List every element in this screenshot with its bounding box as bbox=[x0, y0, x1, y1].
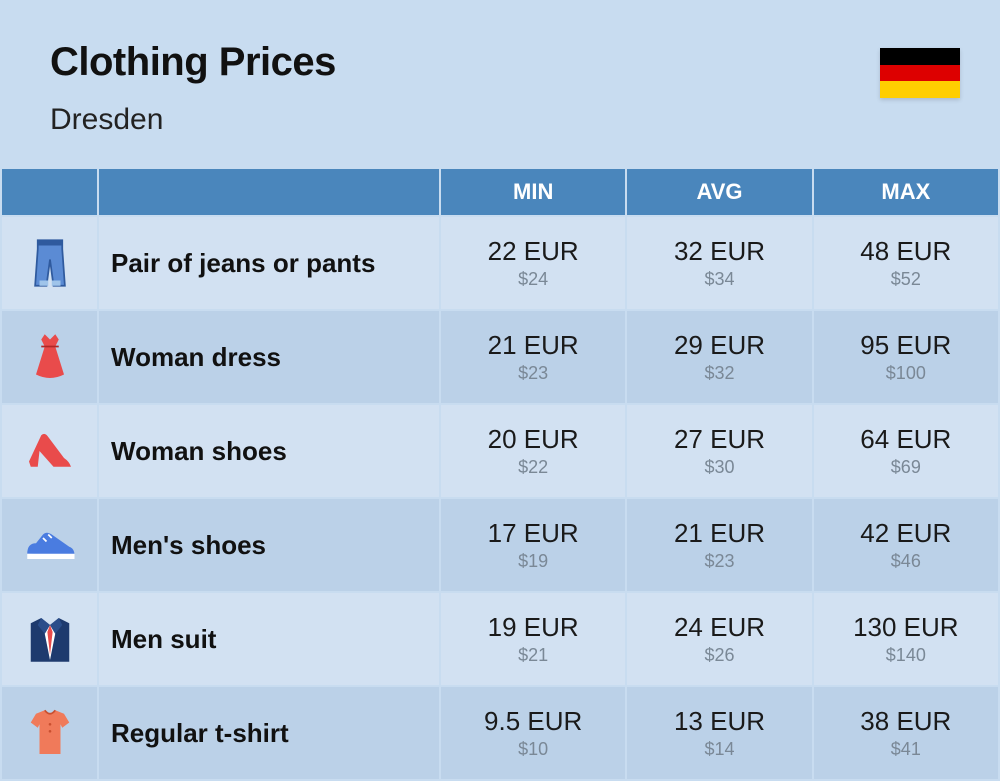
price-cell: 9.5 EUR$10 bbox=[441, 687, 625, 779]
price-eur: 22 EUR bbox=[451, 236, 615, 267]
price-usd: $24 bbox=[451, 269, 615, 290]
price-eur: 95 EUR bbox=[824, 330, 988, 361]
price-eur: 21 EUR bbox=[637, 518, 801, 549]
price-usd: $52 bbox=[824, 269, 988, 290]
heel-icon bbox=[2, 405, 97, 497]
price-cell: 32 EUR$34 bbox=[627, 217, 811, 309]
header: Clothing Prices Dresden bbox=[0, 0, 1000, 167]
price-cell: 95 EUR$100 bbox=[814, 311, 998, 403]
table-row: Woman shoes20 EUR$2227 EUR$3064 EUR$69 bbox=[2, 405, 998, 497]
price-eur: 17 EUR bbox=[451, 518, 615, 549]
table-row: Woman dress21 EUR$2329 EUR$3295 EUR$100 bbox=[2, 311, 998, 403]
price-usd: $26 bbox=[637, 645, 801, 666]
price-eur: 24 EUR bbox=[637, 612, 801, 643]
jeans-icon bbox=[2, 217, 97, 309]
price-usd: $23 bbox=[451, 363, 615, 384]
price-eur: 64 EUR bbox=[824, 424, 988, 455]
price-cell: 27 EUR$30 bbox=[627, 405, 811, 497]
price-eur: 32 EUR bbox=[637, 236, 801, 267]
price-usd: $41 bbox=[824, 739, 988, 760]
item-label: Pair of jeans or pants bbox=[99, 217, 439, 309]
page-subtitle: Dresden bbox=[50, 103, 950, 137]
germany-flag-icon bbox=[880, 48, 960, 98]
price-usd: $30 bbox=[637, 457, 801, 478]
price-cell: 22 EUR$24 bbox=[441, 217, 625, 309]
price-usd: $23 bbox=[637, 551, 801, 572]
item-label: Regular t-shirt bbox=[99, 687, 439, 779]
price-usd: $21 bbox=[451, 645, 615, 666]
prices-table: MIN AVG MAX Pair of jeans or pants22 EUR… bbox=[0, 167, 1000, 781]
price-cell: 19 EUR$21 bbox=[441, 593, 625, 685]
price-eur: 130 EUR bbox=[824, 612, 988, 643]
price-usd: $46 bbox=[824, 551, 988, 572]
price-cell: 38 EUR$41 bbox=[814, 687, 998, 779]
price-cell: 17 EUR$19 bbox=[441, 499, 625, 591]
table-row: Pair of jeans or pants22 EUR$2432 EUR$34… bbox=[2, 217, 998, 309]
price-eur: 29 EUR bbox=[637, 330, 801, 361]
price-cell: 21 EUR$23 bbox=[627, 499, 811, 591]
price-eur: 42 EUR bbox=[824, 518, 988, 549]
item-label: Men's shoes bbox=[99, 499, 439, 591]
price-eur: 9.5 EUR bbox=[451, 706, 615, 737]
sneaker-icon bbox=[2, 499, 97, 591]
flag-stripe-2 bbox=[880, 81, 960, 98]
price-usd: $140 bbox=[824, 645, 988, 666]
price-usd: $22 bbox=[451, 457, 615, 478]
item-label: Men suit bbox=[99, 593, 439, 685]
price-usd: $34 bbox=[637, 269, 801, 290]
price-cell: 64 EUR$69 bbox=[814, 405, 998, 497]
price-cell: 21 EUR$23 bbox=[441, 311, 625, 403]
price-usd: $69 bbox=[824, 457, 988, 478]
price-cell: 130 EUR$140 bbox=[814, 593, 998, 685]
price-usd: $100 bbox=[824, 363, 988, 384]
col-icon bbox=[2, 169, 97, 215]
table-row: Regular t-shirt9.5 EUR$1013 EUR$1438 EUR… bbox=[2, 687, 998, 779]
price-eur: 19 EUR bbox=[451, 612, 615, 643]
price-eur: 21 EUR bbox=[451, 330, 615, 361]
price-eur: 20 EUR bbox=[451, 424, 615, 455]
price-usd: $32 bbox=[637, 363, 801, 384]
price-eur: 38 EUR bbox=[824, 706, 988, 737]
price-usd: $14 bbox=[637, 739, 801, 760]
suit-icon bbox=[2, 593, 97, 685]
flag-stripe-1 bbox=[880, 65, 960, 82]
price-eur: 27 EUR bbox=[637, 424, 801, 455]
col-avg: AVG bbox=[627, 169, 811, 215]
price-cell: 13 EUR$14 bbox=[627, 687, 811, 779]
col-min: MIN bbox=[441, 169, 625, 215]
col-item bbox=[99, 169, 439, 215]
price-usd: $10 bbox=[451, 739, 615, 760]
price-cell: 24 EUR$26 bbox=[627, 593, 811, 685]
flag-stripe-0 bbox=[880, 48, 960, 65]
dress-icon bbox=[2, 311, 97, 403]
item-label: Woman shoes bbox=[99, 405, 439, 497]
price-cell: 29 EUR$32 bbox=[627, 311, 811, 403]
page-title: Clothing Prices bbox=[50, 40, 950, 85]
tshirt-icon bbox=[2, 687, 97, 779]
col-max: MAX bbox=[814, 169, 998, 215]
item-label: Woman dress bbox=[99, 311, 439, 403]
table-row: Men suit19 EUR$2124 EUR$26130 EUR$140 bbox=[2, 593, 998, 685]
price-cell: 42 EUR$46 bbox=[814, 499, 998, 591]
table-row: Men's shoes17 EUR$1921 EUR$2342 EUR$46 bbox=[2, 499, 998, 591]
price-eur: 48 EUR bbox=[824, 236, 988, 267]
price-cell: 20 EUR$22 bbox=[441, 405, 625, 497]
price-cell: 48 EUR$52 bbox=[814, 217, 998, 309]
price-usd: $19 bbox=[451, 551, 615, 572]
price-eur: 13 EUR bbox=[637, 706, 801, 737]
